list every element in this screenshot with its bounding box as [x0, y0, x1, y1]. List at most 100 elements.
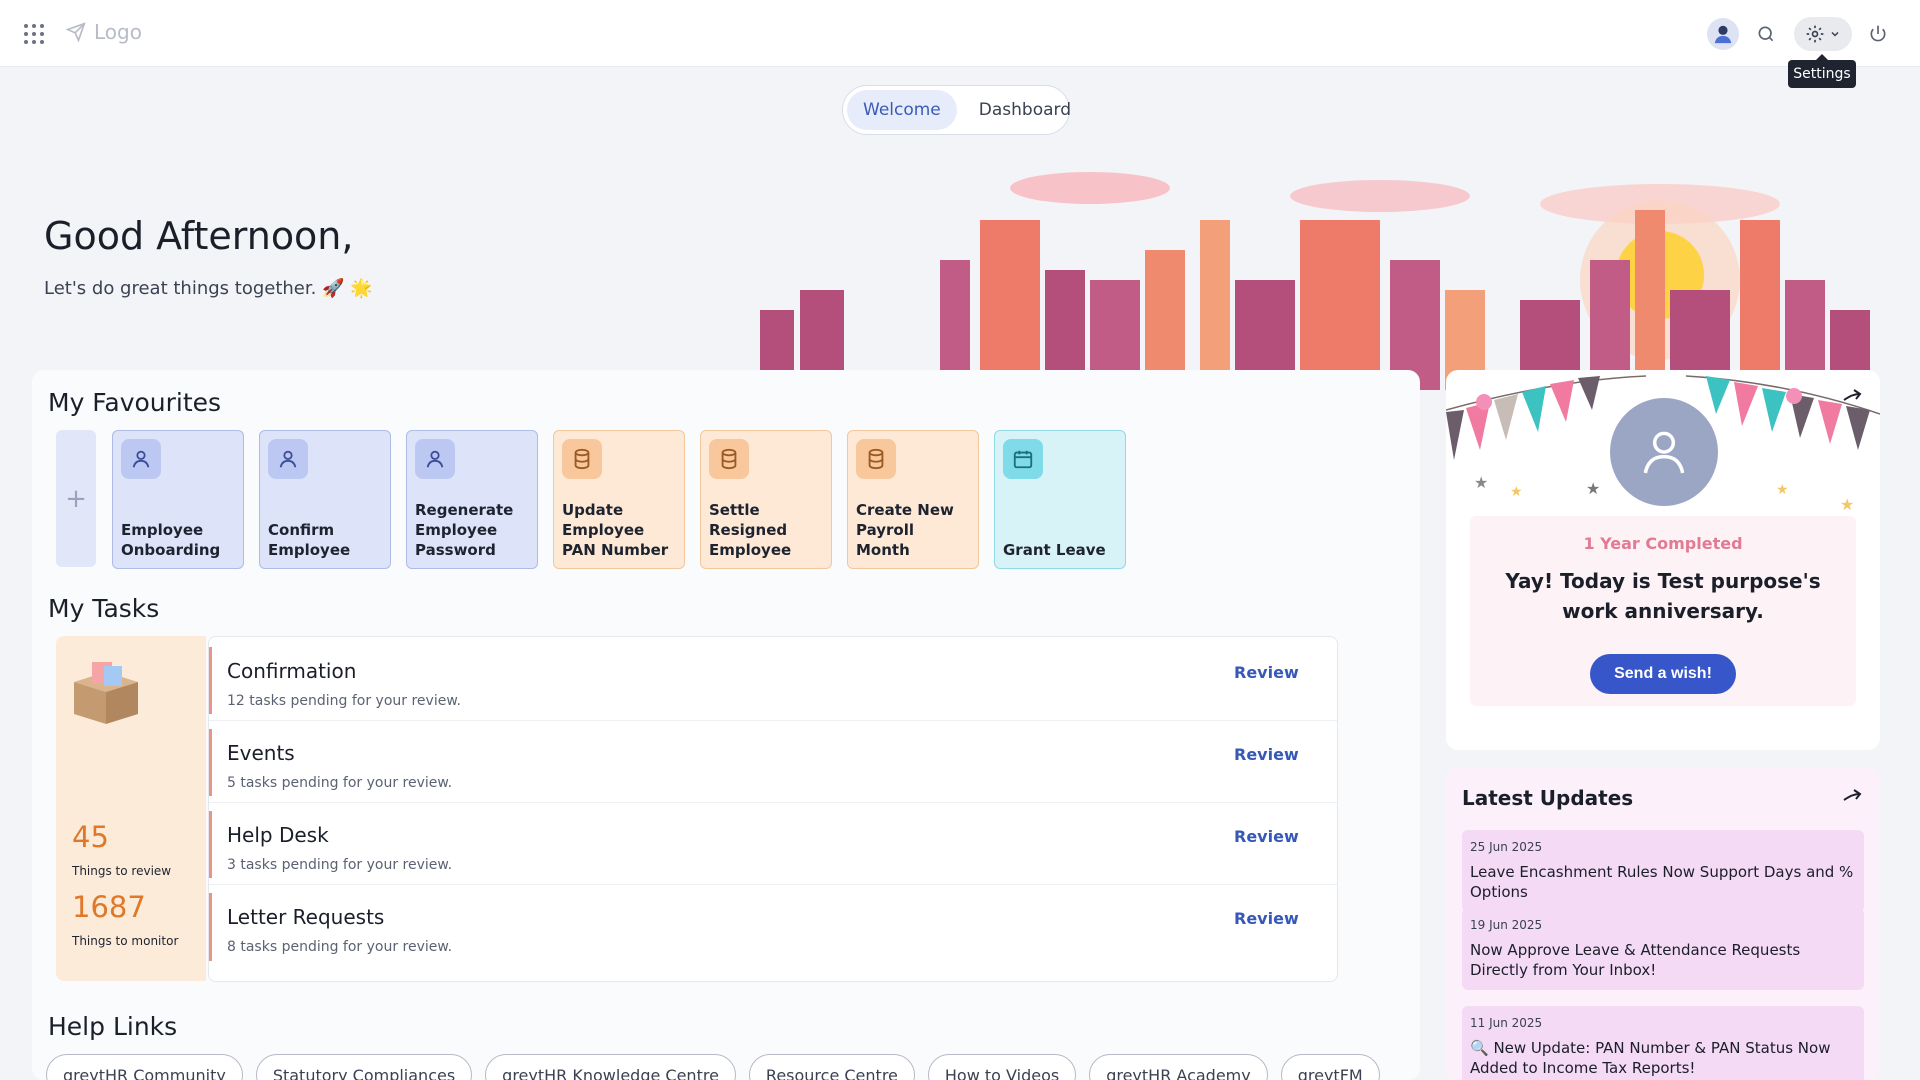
- anniversary-card: ★ ★ ★ ★ ★ 1 Year Completed Yay! Today is…: [1446, 370, 1880, 750]
- employee-avatar: [1610, 398, 1718, 506]
- task-row: Events 5 tasks pending for your review. …: [209, 723, 1337, 803]
- help-link-resource-centre[interactable]: Resource Centre: [748, 1054, 915, 1080]
- user-icon: [268, 439, 308, 479]
- favourites-title: My Favourites: [48, 388, 222, 417]
- search-button[interactable]: [1752, 20, 1780, 48]
- help-links-title: Help Links: [48, 1012, 178, 1041]
- help-links-row: greytHR Community Statutory Compliances …: [46, 1054, 1380, 1080]
- task-subtitle: 5 tasks pending for your review.: [227, 775, 453, 791]
- user-icon: [415, 439, 455, 479]
- task-title: Help Desk: [227, 823, 329, 847]
- paper-plane-icon: [66, 22, 86, 42]
- user-silhouette-icon: [1643, 431, 1685, 474]
- review-button[interactable]: Review: [1234, 663, 1299, 682]
- tasks-summary: 45 Things to review 1687 Things to monit…: [56, 636, 206, 981]
- monitor-count: 1687: [72, 890, 146, 924]
- tab-welcome[interactable]: Welcome: [847, 90, 957, 130]
- user-avatar[interactable]: [1707, 18, 1739, 50]
- review-button[interactable]: Review: [1234, 745, 1299, 764]
- review-button[interactable]: Review: [1234, 827, 1299, 846]
- greeting-title: Good Afternoon,: [44, 214, 354, 258]
- favourite-regenerate-password[interactable]: Regenerate Employee Password: [406, 430, 538, 569]
- help-link-statutory[interactable]: Statutory Compliances: [255, 1054, 473, 1080]
- database-icon: [562, 439, 602, 479]
- arrow-up-right-icon[interactable]: [1840, 386, 1864, 410]
- settings-button[interactable]: [1794, 17, 1852, 51]
- favourite-label: Settle Resigned Employee: [709, 501, 792, 559]
- settings-tooltip: Settings: [1788, 54, 1856, 88]
- update-date: 19 Jun 2025: [1470, 918, 1543, 932]
- svg-text:★: ★: [1474, 473, 1488, 492]
- task-subtitle: 12 tasks pending for your review.: [227, 693, 461, 709]
- update-date: 25 Jun 2025: [1470, 840, 1543, 854]
- box-illustration: [74, 662, 138, 724]
- top-bar: Logo: [0, 0, 1920, 67]
- task-row: Confirmation 12 tasks pending for your r…: [209, 641, 1337, 721]
- task-subtitle: 3 tasks pending for your review.: [227, 857, 453, 873]
- user-avatar-icon: [1714, 25, 1732, 44]
- favourite-label: Regenerate Employee Password: [415, 501, 514, 559]
- search-icon: [1758, 26, 1774, 42]
- arrow-up-right-icon[interactable]: [1840, 786, 1864, 810]
- review-count: 45: [72, 820, 109, 854]
- favourite-label: Create New Payroll Month: [856, 501, 954, 559]
- bunting-decoration: ★ ★ ★ ★ ★: [1446, 375, 1880, 510]
- anniversary-years: 1 Year Completed: [1583, 534, 1743, 553]
- svg-text:★: ★: [1510, 484, 1523, 500]
- help-link-knowledge-centre[interactable]: greytHR Knowledge Centre: [485, 1054, 736, 1080]
- review-label: Things to review: [72, 864, 172, 878]
- favourite-label: Update Employee PAN Number: [562, 501, 669, 559]
- favourite-label: Grant Leave: [1003, 541, 1106, 559]
- chevron-down-icon: [1831, 31, 1839, 37]
- task-row: Letter Requests 8 tasks pending for your…: [209, 887, 1337, 967]
- city-skyline-illustration: [760, 172, 1870, 390]
- latest-updates-card: Latest Updates 25 Jun 2025 Leave Encashm…: [1446, 768, 1880, 1080]
- svg-text:★: ★: [1586, 479, 1600, 498]
- anniversary-message: Yay! Today is Test purpose's work annive…: [1505, 569, 1821, 623]
- task-title: Events: [227, 741, 295, 765]
- tasks-list: Confirmation 12 tasks pending for your r…: [208, 636, 1338, 982]
- help-link-greytfm[interactable]: greytFM: [1280, 1054, 1380, 1080]
- favourite-create-payroll[interactable]: Create New Payroll Month: [847, 430, 979, 569]
- user-icon: [121, 439, 161, 479]
- task-row: Help Desk 3 tasks pending for your revie…: [209, 805, 1337, 885]
- favourite-employee-onboarding[interactable]: Employee Onboarding: [112, 430, 244, 569]
- power-icon: [1870, 25, 1886, 42]
- logo-text: Logo: [94, 20, 142, 44]
- gear-icon: [1806, 25, 1824, 43]
- plus-icon: +: [65, 483, 87, 514]
- update-text: Leave Encashment Rules Now Support Days …: [1470, 863, 1854, 901]
- logout-button[interactable]: [1864, 20, 1892, 48]
- apps-grid-icon[interactable]: [24, 24, 44, 44]
- logo[interactable]: Logo: [66, 20, 142, 44]
- svg-text:★: ★: [1776, 482, 1789, 498]
- update-item[interactable]: 11 Jun 2025 🔍 New Update: PAN Number & P…: [1462, 1006, 1864, 1080]
- favourite-label: Employee Onboarding: [121, 521, 221, 559]
- favourite-update-pan[interactable]: Update Employee PAN Number: [553, 430, 685, 569]
- help-link-community[interactable]: greytHR Community: [46, 1054, 243, 1080]
- add-favourite-button[interactable]: +: [56, 430, 96, 567]
- task-subtitle: 8 tasks pending for your review.: [227, 939, 453, 955]
- tab-dashboard[interactable]: Dashboard: [978, 100, 1071, 120]
- send-wish-button[interactable]: Send a wish!: [1590, 654, 1736, 694]
- update-item[interactable]: 19 Jun 2025 Now Approve Leave & Attendan…: [1462, 908, 1864, 990]
- update-item[interactable]: 25 Jun 2025 Leave Encashment Rules Now S…: [1462, 830, 1864, 912]
- update-text: 🔍 New Update: PAN Number & PAN Status No…: [1470, 1039, 1831, 1077]
- monitor-label: Things to monitor: [72, 934, 179, 948]
- favourite-settle-resigned[interactable]: Settle Resigned Employee: [700, 430, 832, 569]
- help-link-videos[interactable]: How to Videos: [927, 1054, 1077, 1080]
- task-title: Letter Requests: [227, 905, 385, 929]
- database-icon: [709, 439, 749, 479]
- view-tabs: Welcome Dashboard: [842, 85, 1071, 135]
- svg-text:★: ★: [1840, 495, 1854, 510]
- favourite-grant-leave[interactable]: Grant Leave: [994, 430, 1126, 569]
- favourite-confirm-employee[interactable]: Confirm Employee: [259, 430, 391, 569]
- help-link-academy[interactable]: greytHR Academy: [1089, 1054, 1268, 1080]
- database-icon: [856, 439, 896, 479]
- greeting-subtitle: Let's do great things together. 🚀 🌟: [44, 278, 373, 299]
- update-text: Now Approve Leave & Attendance Requests …: [1470, 941, 1801, 979]
- calendar-icon: [1003, 439, 1043, 479]
- review-button[interactable]: Review: [1234, 909, 1299, 928]
- task-title: Confirmation: [227, 659, 357, 683]
- latest-updates-title: Latest Updates: [1462, 786, 1634, 810]
